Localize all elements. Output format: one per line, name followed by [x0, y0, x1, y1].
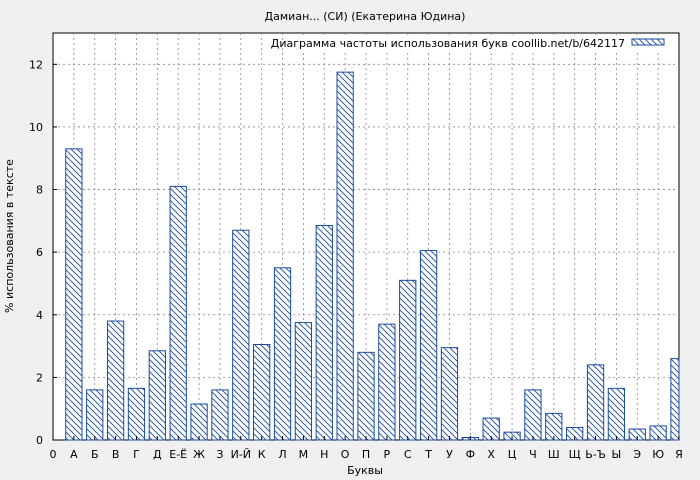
x-tick-label: П [362, 448, 370, 461]
x-tick-label: Э [633, 448, 641, 461]
x-tick-label: Т [424, 448, 432, 461]
x-tick-label: К [258, 448, 266, 461]
bar-В [106, 320, 125, 441]
horizontal-gridlines [53, 63, 679, 378]
x-tick-label: Ш [548, 448, 560, 461]
bar-Н [315, 225, 333, 441]
x-tick-label: Е-Ё [169, 448, 187, 461]
bar-Г [127, 387, 146, 441]
y-tick-label: 4 [36, 309, 43, 322]
x-tick-label: Ф [466, 448, 475, 461]
x-tick-label: Щ [569, 448, 581, 461]
x-tick-label: Ж [193, 448, 205, 461]
bar-С [399, 279, 417, 441]
y-tick-label: 2 [36, 371, 43, 384]
x-tick-label: М [299, 448, 309, 461]
x-tick-label: Х [487, 448, 495, 461]
y-tick-label: 0 [36, 434, 43, 447]
x-tick-label: В [112, 448, 120, 461]
x-tick-label: Б [91, 448, 99, 461]
x-tick-label: Г [133, 448, 140, 461]
legend-swatch [631, 38, 665, 46]
x-tick-label: З [216, 448, 223, 461]
y-axis-ticks: 0 2 4 6 8 10 12 [29, 58, 57, 447]
bar-И-Й [232, 229, 250, 441]
x-tick-label: Ь-Ъ [585, 448, 606, 461]
bar-Ы [607, 387, 626, 441]
bar-Е-Ё [169, 185, 187, 441]
x-tick-label: Л [278, 448, 286, 461]
bar-Р [378, 323, 396, 441]
bar-Д [148, 350, 166, 441]
bar-М [294, 322, 313, 441]
bar-П [357, 351, 375, 441]
y-axis-label: % использования в тексте [3, 159, 16, 313]
bar-Я [670, 358, 680, 441]
x-axis-ticks: 0 А Б В Г Д Е-Ё Ж З И-Й К Л М Н О П Р С Т У Ф Х Ц Ч Ш Щ Ь-Ъ Ы Э Ю Я [50, 436, 683, 461]
x-tick-label: С [404, 448, 412, 461]
chart-title: Дамиан... (СИ) (Екатерина Юдина) [265, 10, 466, 23]
bar-Т [419, 250, 438, 441]
bar-Б [86, 389, 104, 441]
x-tick-label: Д [153, 448, 162, 461]
x-tick-label: И-Й [231, 448, 251, 461]
x-origin-label: 0 [50, 448, 57, 461]
bar-Л [273, 267, 292, 441]
bar-К [253, 344, 271, 441]
x-tick-label: Ы [612, 448, 622, 461]
bar-У [440, 347, 459, 441]
bar-Ь-Ъ [586, 364, 605, 441]
bar-З [211, 389, 229, 441]
legend-label: Диаграмма частоты использования букв coo… [271, 37, 625, 50]
y-tick-label: 12 [29, 58, 43, 71]
x-tick-label: Р [384, 448, 391, 461]
x-tick-label: О [341, 448, 350, 461]
bar-Ж [190, 403, 208, 441]
y-tick-label: 6 [36, 246, 43, 259]
x-tick-label: Ч [529, 448, 537, 461]
bar-Ч [524, 389, 542, 441]
bars-group [65, 71, 680, 441]
legend: Диаграмма частоты использования букв coo… [271, 36, 674, 51]
x-axis-label: Буквы [347, 464, 383, 477]
x-tick-label: Ю [652, 448, 664, 461]
y-tick-label: 10 [29, 121, 43, 134]
x-tick-label: Я [675, 448, 683, 461]
y-tick-label: 8 [36, 184, 43, 197]
bar-О [336, 71, 354, 441]
bar-А [65, 148, 83, 441]
x-tick-label: У [446, 448, 453, 461]
x-tick-label: Н [320, 448, 328, 461]
x-tick-label: Ц [508, 448, 517, 461]
legend-background [284, 36, 674, 51]
x-tick-label: А [70, 448, 78, 461]
